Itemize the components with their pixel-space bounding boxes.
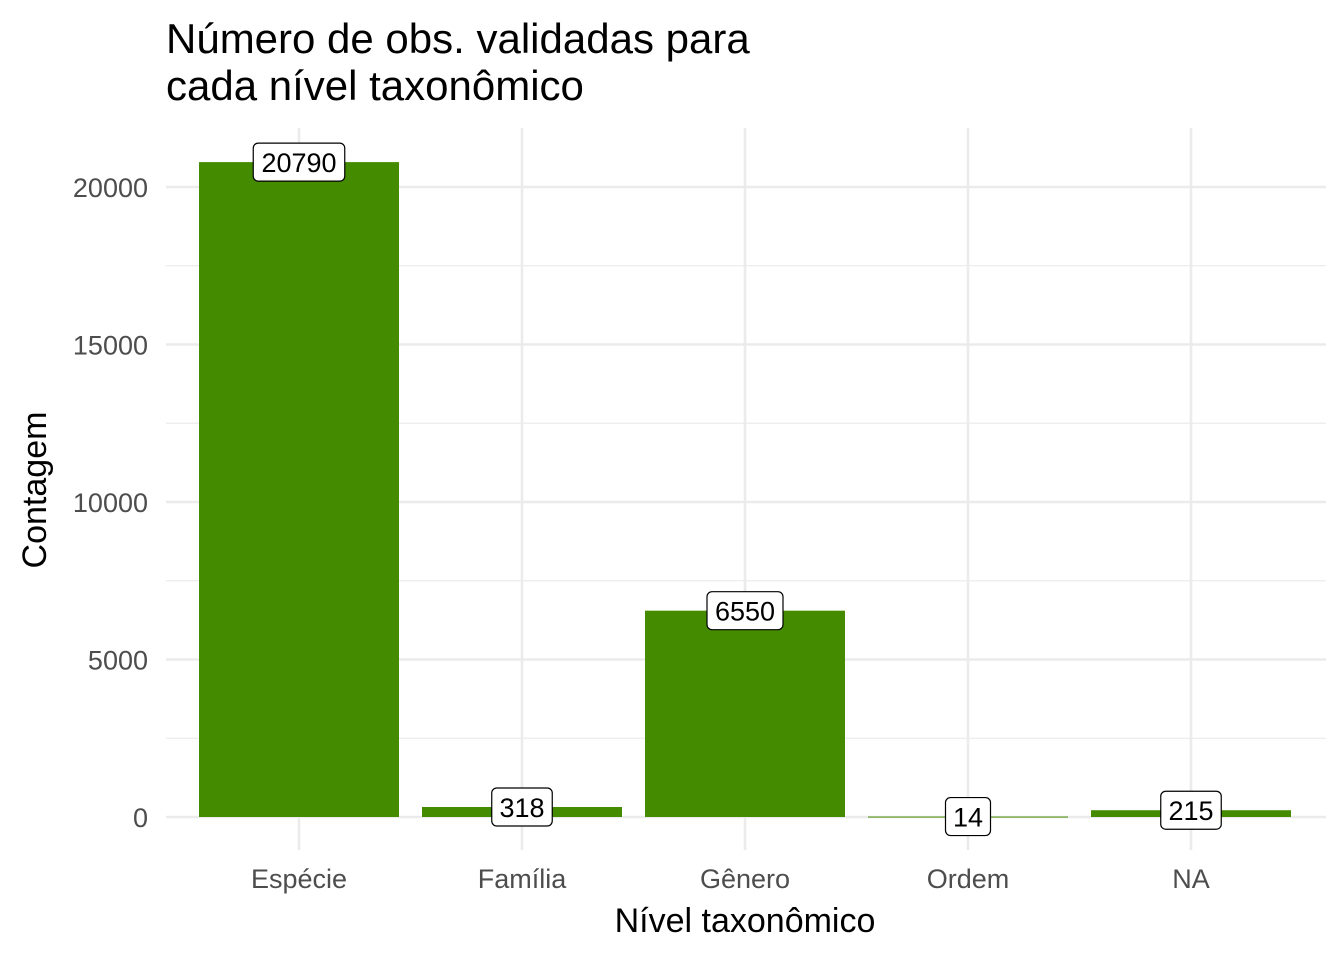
chart-title-line-1: Número de obs. validadas para: [166, 15, 750, 62]
data-label: 14: [944, 796, 992, 837]
data-label-text: 14: [953, 803, 983, 833]
x-tick-label: Gênero: [700, 864, 790, 894]
x-tick-label: Família: [478, 864, 567, 894]
data-label-text: 20790: [261, 148, 336, 178]
data-label-box: [706, 591, 784, 631]
y-tick-label: 15000: [73, 331, 148, 361]
data-label-box: [1160, 790, 1222, 830]
x-axis-title: Nível taxonômico: [615, 902, 876, 940]
x-tick-label: Espécie: [251, 864, 347, 894]
bar: [645, 610, 845, 817]
y-tick-label: 10000: [73, 488, 148, 518]
bar: [199, 162, 399, 818]
data-label: 20790: [252, 142, 346, 182]
data-label: 215: [1160, 790, 1222, 830]
data-label-text: 6550: [715, 597, 775, 627]
chart-title-line-2: cada nível taxonômico: [166, 62, 584, 109]
y-tick-label: 0: [133, 803, 148, 833]
y-axis-ticks: 0 5000 10000 15000 20000: [73, 173, 148, 833]
x-tick-label: Ordem: [927, 864, 1010, 894]
data-label: 6550: [706, 591, 784, 631]
y-tick-label: 5000: [88, 646, 148, 676]
data-label-box: [944, 796, 992, 837]
data-label: 318: [491, 787, 553, 827]
y-axis-title: Contagem: [16, 412, 54, 569]
y-tick-label: 20000: [73, 173, 148, 203]
x-tick-label: NA: [1172, 864, 1210, 894]
data-label-text: 318: [499, 793, 544, 823]
x-axis-ticks: Espécie Família Gênero Ordem NA: [251, 864, 1210, 894]
bars: [199, 162, 1291, 818]
data-label-text: 215: [1168, 796, 1213, 826]
data-labels: 20790 318 6550 14 215: [252, 142, 1222, 837]
data-label-box: [252, 142, 346, 182]
data-label-box: [491, 787, 553, 827]
